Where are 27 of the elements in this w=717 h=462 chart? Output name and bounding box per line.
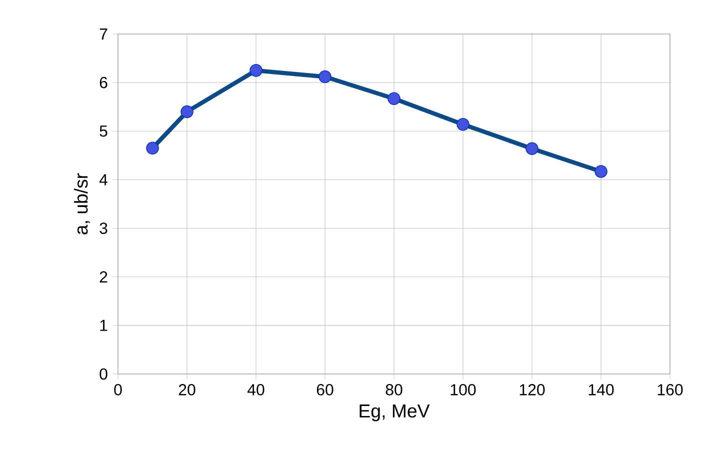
x-tick-label: 40 bbox=[247, 384, 264, 396]
x-axis-title: Eg, MeV bbox=[360, 404, 430, 422]
point bbox=[318, 70, 332, 84]
x-tick-label: 60 bbox=[316, 384, 334, 396]
point bbox=[180, 105, 194, 118]
y-tick-label: 5 bbox=[100, 126, 108, 137]
x-tick-label: 140 bbox=[588, 384, 614, 396]
y-tick-label: 1 bbox=[100, 320, 108, 331]
x-tick-label: 120 bbox=[520, 384, 545, 396]
y-tick-label: 3 bbox=[100, 222, 108, 234]
y-tick-label: 7 bbox=[100, 28, 108, 40]
x-tick-label: 0 bbox=[114, 384, 122, 396]
y-axis-title: a, ub/sr bbox=[74, 173, 90, 234]
point bbox=[456, 118, 470, 131]
y-tick-label: 6 bbox=[100, 76, 108, 88]
point bbox=[388, 92, 400, 106]
y-tick-label: 2 bbox=[100, 271, 108, 282]
point bbox=[594, 165, 608, 178]
point bbox=[250, 64, 262, 77]
point bbox=[146, 142, 159, 155]
y-tick-label: 0 bbox=[100, 368, 108, 380]
x-tick-label: 80 bbox=[386, 384, 402, 396]
x-tick-label: 20 bbox=[178, 384, 196, 396]
point bbox=[526, 142, 538, 156]
x-tick-label: 100 bbox=[450, 384, 476, 396]
x-tick-label: 160 bbox=[658, 384, 683, 396]
y-tick-label: 4 bbox=[99, 174, 108, 186]
